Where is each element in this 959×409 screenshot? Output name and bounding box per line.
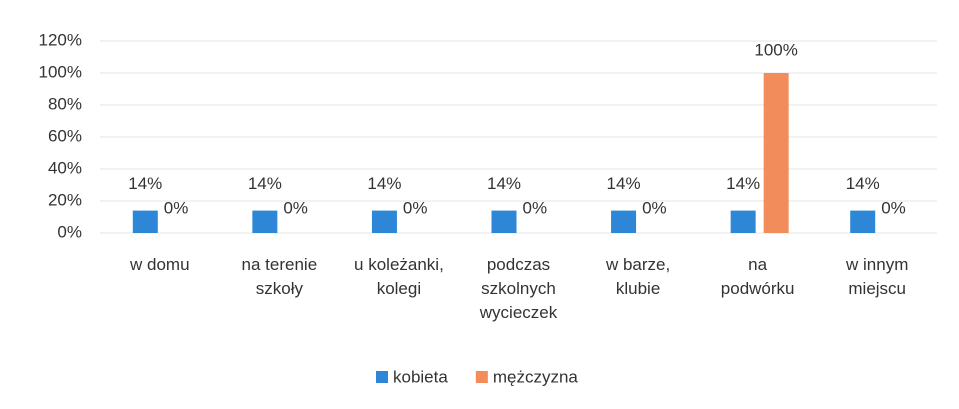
x-tick-label: w barze, klubie: [605, 255, 670, 298]
y-tick-label: 20%: [48, 190, 82, 209]
y-tick-label: 100%: [39, 62, 82, 81]
x-tick-label: na podwórku: [721, 255, 795, 298]
x-tick-label: w innym miejscu: [845, 255, 908, 298]
data-label: 0%: [881, 198, 906, 217]
x-tick-line: szkolnych: [481, 279, 556, 298]
x-tick-line: w innym: [845, 255, 908, 274]
bar: [132, 210, 158, 233]
x-tick-line: u koleżanki,: [354, 255, 444, 274]
legend-label: kobieta: [393, 367, 448, 386]
bar: [763, 73, 789, 233]
bar: [611, 210, 637, 233]
bar: [491, 210, 517, 233]
y-tick-label: 120%: [39, 30, 82, 49]
bar: [252, 210, 278, 233]
bar: [730, 210, 756, 233]
legend-label: mężczyzna: [493, 367, 579, 386]
y-tick-label: 0%: [57, 222, 82, 241]
y-tick-label: 40%: [48, 158, 82, 177]
bar: [850, 210, 876, 233]
legend-swatch: [376, 371, 388, 383]
data-label: 0%: [403, 198, 428, 217]
bar: [371, 210, 397, 233]
y-tick-label: 80%: [48, 94, 82, 113]
x-tick-line: szkoły: [256, 279, 304, 298]
x-tick-label: podczas szkolnych wycieczek: [479, 255, 558, 322]
data-label: 0%: [164, 198, 189, 217]
x-tick-line: klubie: [616, 279, 660, 298]
x-tick-label: na terenie szkoły: [242, 255, 318, 298]
x-tick-line: w barze,: [605, 255, 670, 274]
data-label: 14%: [128, 174, 162, 193]
data-label: 0%: [523, 198, 548, 217]
data-label: 14%: [367, 174, 401, 193]
x-tick-line: wycieczek: [479, 303, 558, 322]
data-label: 14%: [846, 174, 880, 193]
x-tick-line: kolegi: [377, 279, 421, 298]
data-label: 0%: [283, 198, 308, 217]
legend-swatch: [475, 371, 488, 383]
data-label: 14%: [607, 174, 641, 193]
x-tick-line: w domu: [129, 255, 190, 274]
x-tick-label: u koleżanki, kolegi: [354, 255, 444, 298]
data-label: 14%: [248, 174, 282, 193]
x-tick-line: miejscu: [848, 279, 906, 298]
y-tick-label: 60%: [48, 126, 82, 145]
data-label: 14%: [726, 174, 760, 193]
data-label: 0%: [642, 198, 667, 217]
x-tick-line: podwórku: [721, 279, 795, 298]
x-tick-line: na terenie: [242, 255, 318, 274]
data-label: 14%: [487, 174, 521, 193]
x-tick-line: podczas: [487, 255, 550, 274]
x-tick-label: w domu: [129, 255, 190, 274]
data-label: 100%: [754, 40, 797, 59]
x-tick-line: na: [748, 255, 767, 274]
